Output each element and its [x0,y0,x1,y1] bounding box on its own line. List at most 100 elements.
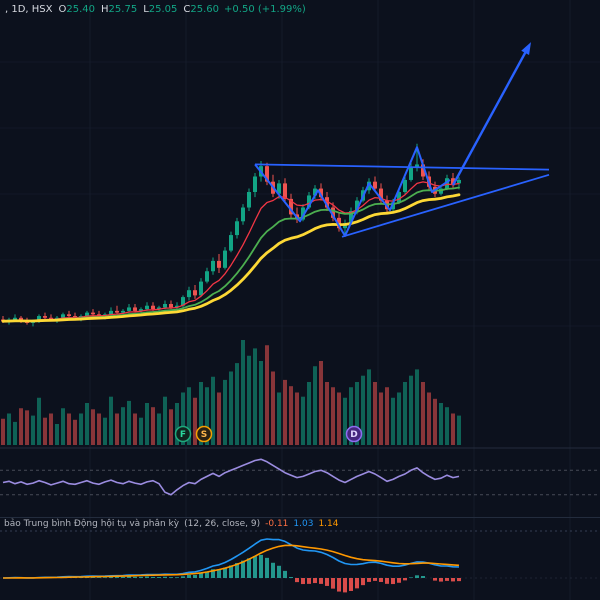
volume-bar [439,403,443,445]
volume-bar [109,396,113,445]
volume-bar [277,392,281,445]
candle-body [181,297,185,306]
candle-body [349,210,353,224]
volume-bar [163,396,167,445]
volume-bar [133,413,137,445]
macd-histogram-bar [367,578,371,582]
candle-body [301,207,305,220]
volume-bar [205,387,209,445]
candle-body [121,310,125,313]
macd-histogram-bar [271,562,275,578]
macd-histogram-bar [151,576,155,578]
macd-histogram-bar [331,578,335,589]
candle-body [199,281,203,296]
macd-histogram-bar [181,576,185,578]
candle-body [175,305,179,308]
fast-ema-line [2,181,460,322]
macd-histogram-bar [187,574,191,578]
volume-bar [391,397,395,445]
resistance-trendline[interactable] [254,163,550,171]
candle-body [391,202,395,210]
macd-histogram-bar [403,578,407,581]
volume-bar [289,386,293,445]
candle-body [163,303,167,308]
volume-bar [307,382,311,445]
macd-histogram-bar [451,578,455,582]
macd-histogram-bar [307,578,311,584]
candle-body [193,290,197,296]
support-trendline[interactable] [341,173,550,238]
macd-histogram-bar [397,578,401,583]
volume-bar [157,413,161,445]
macd-histogram-bar [109,576,113,578]
candle-body [355,200,359,211]
volume-bar [271,371,275,445]
volume-bar [343,397,347,445]
volume-bar [355,382,359,445]
candle-body [73,316,77,318]
volume-bar [241,340,245,445]
macd-histogram-bar [145,576,149,578]
macd-histogram-bar [409,577,413,578]
volume-bar [211,376,215,445]
volume-bar [223,379,227,445]
candle-body [19,317,23,322]
macd-histogram-bar [199,573,203,578]
macd-histogram-bar [139,576,143,578]
candle-body [307,195,311,208]
svg-text:F: F [180,430,186,440]
svg-text:D: D [350,430,357,440]
macd-histogram-bar [241,560,245,578]
candle-body [43,316,47,318]
macd-histogram-bar [385,578,389,584]
volume-bar [319,361,323,445]
macd-histogram-bar [247,558,251,578]
volume-bar [175,403,179,445]
macd-histogram-bar [325,578,329,586]
volume-bar [103,417,107,445]
candle-body [211,260,215,272]
volume-bar [361,375,365,445]
macd-histogram-bar [253,556,257,578]
volume-bar [217,392,221,445]
macd-histogram-bar [313,578,317,584]
macd-histogram-bar [265,557,269,578]
macd-histogram-bar [355,578,359,589]
macd-histogram-bar [157,577,161,578]
candle-body [115,310,119,313]
candle-body [337,217,341,229]
volume-bar [283,379,287,445]
macd-histogram-layer [13,554,461,593]
macd-histogram-bar [283,570,287,578]
volume-bar [85,403,89,445]
volume-bar [427,392,431,445]
macd-histogram-bar [349,578,353,591]
macd-histogram-bar [373,578,377,581]
candle-body [67,314,71,317]
event-marker-s[interactable]: S [195,425,213,443]
macd-histogram-bar [415,575,419,578]
projection-arrow[interactable] [451,46,530,186]
candle-body [61,314,65,318]
event-marker-d[interactable]: D [345,425,363,443]
macd-histogram-bar [391,578,395,585]
candles-layer [1,143,461,327]
volume-bar [253,348,257,445]
macd-histogram-bar [121,576,125,578]
svg-text:S: S [201,430,207,440]
volume-bar [295,392,299,445]
wave-zigzag-drawing[interactable] [254,146,451,237]
macd-histogram-bar [115,577,119,578]
volume-bar [187,387,191,445]
event-marker-f[interactable]: F [174,425,192,443]
macd-histogram-bar [457,578,461,582]
volume-bar [121,407,125,445]
volume-bar [397,392,401,445]
candle-body [319,188,323,198]
volume-bar [247,355,251,445]
slow-ema-line [1,193,461,323]
candle-body [49,317,53,320]
macd-histogram-bar [295,578,299,583]
candle-body [331,207,335,218]
